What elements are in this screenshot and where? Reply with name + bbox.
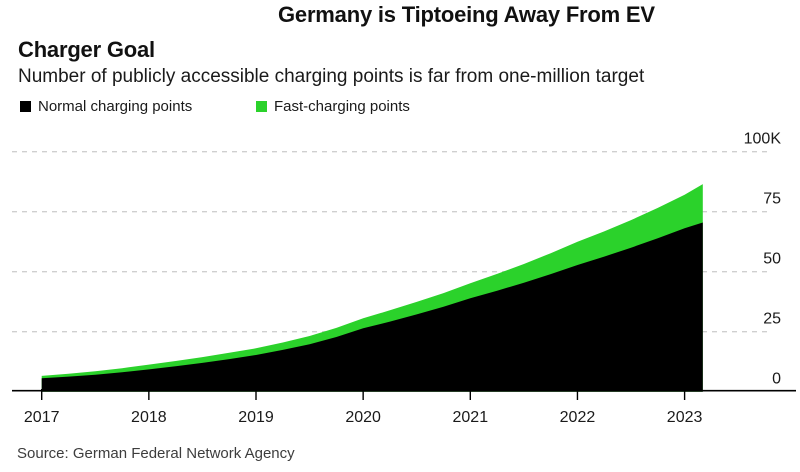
legend-swatch-normal-icon	[20, 100, 31, 112]
normal-area-series	[41, 222, 703, 392]
x-tick-label: 2021	[453, 409, 489, 426]
legend-item-normal: Normal charging points	[20, 97, 192, 115]
x-tick-label: 2019	[238, 409, 274, 426]
chart-subtitle: Number of publicly accessible charging p…	[18, 66, 645, 87]
legend-label-fast: Fast-charging points	[274, 97, 410, 115]
x-tick-label: 2020	[345, 409, 381, 426]
x-tick-label: 2018	[131, 409, 167, 426]
x-tick-label: 2023	[667, 409, 703, 426]
chart-title-line1: Germany is Tiptoeing Away From EV	[278, 2, 655, 27]
source-attribution: Source: German Federal Network Agency	[17, 445, 295, 462]
y-tick-label: 0	[772, 371, 781, 388]
y-tick-label: 100K	[744, 131, 782, 148]
y-tick-label: 25	[763, 311, 781, 328]
legend-label-normal: Normal charging points	[38, 97, 193, 115]
legend-swatch-fast-icon	[256, 100, 267, 112]
legend-item-fast: Fast-charging points	[256, 97, 410, 115]
x-tick-label: 2017	[24, 409, 60, 426]
chart-title-line2: Charger Goal	[18, 37, 155, 62]
y-tick-label: 50	[763, 251, 781, 268]
y-tick-label: 75	[763, 191, 781, 208]
x-tick-label: 2022	[560, 409, 596, 426]
